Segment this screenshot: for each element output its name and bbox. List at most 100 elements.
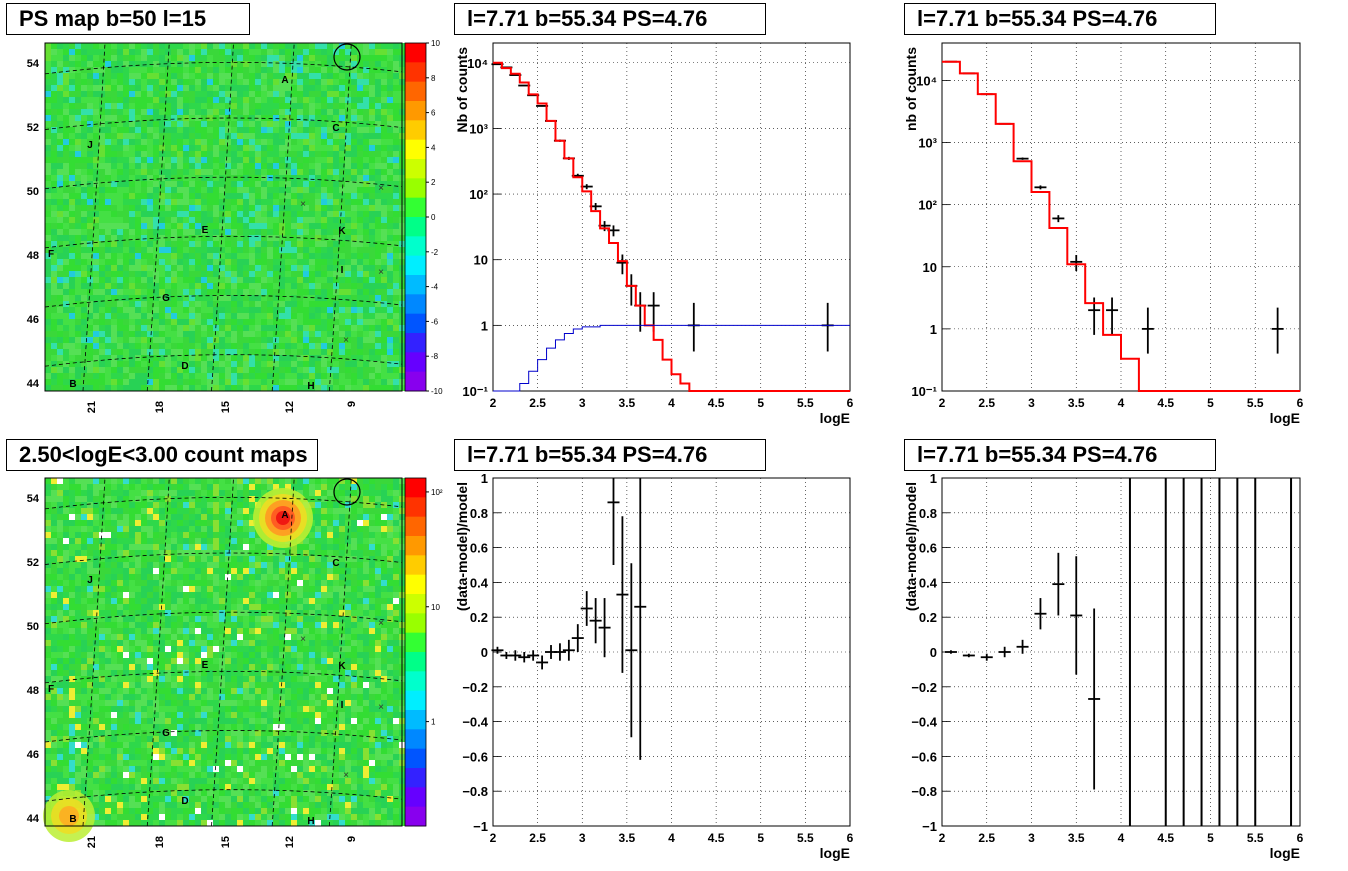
x-axis-label: logE	[820, 410, 850, 426]
source-label-f: F	[48, 684, 54, 695]
plot-frame	[492, 477, 851, 827]
x-axis-label: logE	[1270, 845, 1300, 861]
lon-tick-label: 12	[284, 401, 296, 413]
x-tick-label: 4	[668, 831, 675, 845]
count-map: A B C D E F G H I J K × × × × 44 46 48 50 52 54 21 18 15 12 9	[27, 477, 405, 848]
x-tick-label: 2.5	[978, 831, 995, 845]
data-point	[1271, 307, 1284, 354]
colorbar-label: 8	[431, 74, 436, 83]
y-tick-label: 0.8	[470, 506, 488, 521]
colorbar-label: -8	[431, 352, 439, 361]
meridian-line	[328, 42, 352, 392]
y-tick-label: 10	[474, 253, 488, 268]
model-histogram	[942, 60, 1300, 392]
plot-frame	[492, 42, 851, 392]
lat-tick-label: 48	[27, 250, 39, 262]
x-tick-label: 5	[1207, 396, 1214, 410]
x-tick-label: 5	[757, 396, 764, 410]
meridian-line	[211, 42, 234, 392]
data-point	[1052, 215, 1065, 223]
source-label-g: G	[162, 728, 170, 739]
lon-tick-label: 21	[86, 836, 98, 848]
lon-tick-label: 15	[220, 401, 232, 413]
source-label-k: K	[338, 226, 346, 237]
source-label-j: J	[87, 575, 93, 586]
y-tick-label: −0.6	[911, 749, 937, 764]
colorbar-label: 2	[431, 178, 436, 187]
parallel-line	[44, 611, 403, 625]
y-tick-label: −0.8	[911, 784, 937, 799]
x-tick-label: 5	[1207, 831, 1214, 845]
y-axis-label: nb of counts	[903, 47, 919, 131]
source-label-i: I	[341, 265, 344, 276]
meridian-line	[271, 477, 295, 827]
cross-marker: ×	[300, 634, 306, 645]
colorbar-label: 10²	[431, 488, 443, 497]
x-tick-label: 3	[579, 831, 586, 845]
x-tick-label: 5.5	[797, 396, 814, 410]
parallel-line	[44, 176, 403, 190]
meridian-line	[328, 477, 352, 827]
y-axis-label: Nb of counts	[454, 47, 470, 133]
source-label-b: B	[69, 814, 76, 825]
x-tick-label: 6	[1297, 831, 1304, 845]
data-point	[821, 302, 834, 352]
data-point	[518, 652, 531, 663]
source-label-k: K	[338, 661, 346, 672]
data-point	[616, 516, 629, 673]
parallel-line	[44, 552, 403, 565]
lon-tick-label: 21	[86, 401, 98, 413]
source-label-i: I	[341, 700, 344, 711]
parallel-line	[44, 354, 403, 367]
x-tick-label: 3	[579, 396, 586, 410]
x-tick-label: 3	[1028, 831, 1035, 845]
x-tick-label: 5.5	[1247, 396, 1264, 410]
y-tick-label: 1	[930, 471, 937, 486]
meridian-line	[211, 477, 234, 827]
lat-tick-label: 52	[27, 557, 39, 569]
spec-bottom-right-title: l=7.71 b=55.34 PS=4.76	[904, 439, 1216, 471]
x-tick-label: 6	[847, 831, 854, 845]
y-tick-label: 0.6	[919, 541, 937, 556]
colorbar-label: 0	[431, 213, 436, 222]
cross-marker: ×	[343, 770, 349, 781]
lat-tick-label: 54	[27, 58, 40, 70]
source-label-b: B	[69, 379, 76, 390]
data-point	[562, 639, 575, 661]
meridian-line	[82, 477, 106, 827]
cross-marker: ×	[300, 199, 306, 210]
source-label-f: F	[48, 249, 54, 260]
y-tick-label: 0.2	[919, 610, 937, 625]
lat-tick-label: 46	[27, 314, 39, 326]
colorbar-label: 10	[431, 603, 440, 612]
colorbar-label: -10	[431, 387, 443, 396]
source-label-c: C	[332, 123, 339, 134]
y-tick-label: 0.4	[919, 575, 938, 590]
data-point	[1052, 552, 1065, 616]
data-point	[962, 653, 975, 658]
data-point	[527, 650, 540, 661]
colorbar-label: 10	[431, 39, 440, 48]
x-tick-label: 2.5	[978, 396, 995, 410]
colorbar-label: -2	[431, 248, 439, 257]
x-tick-label: 4	[1118, 396, 1125, 410]
y-tick-label: −1	[473, 819, 488, 834]
data-point	[509, 650, 522, 661]
data-point	[998, 646, 1011, 658]
lat-tick-label: 44	[27, 813, 40, 825]
source-label-g: G	[162, 293, 170, 304]
data-point	[1034, 185, 1047, 190]
x-tick-label: 2	[939, 396, 946, 410]
y-tick-label: 0	[481, 645, 488, 660]
data-point	[1106, 297, 1119, 335]
y-tick-label: 1	[481, 471, 488, 486]
map-frame	[44, 42, 403, 392]
data-point	[491, 646, 504, 654]
ps-colorbar: 10 8 6 4 2 0 -2 -4 -6 -8 -10	[404, 39, 443, 396]
source-label-j: J	[87, 140, 93, 151]
parallel-line	[44, 235, 403, 249]
meridian-line	[271, 42, 295, 392]
lat-tick-label: 50	[27, 186, 39, 198]
colorbar-label: -4	[431, 283, 439, 292]
colorbar-label: 6	[431, 109, 436, 118]
